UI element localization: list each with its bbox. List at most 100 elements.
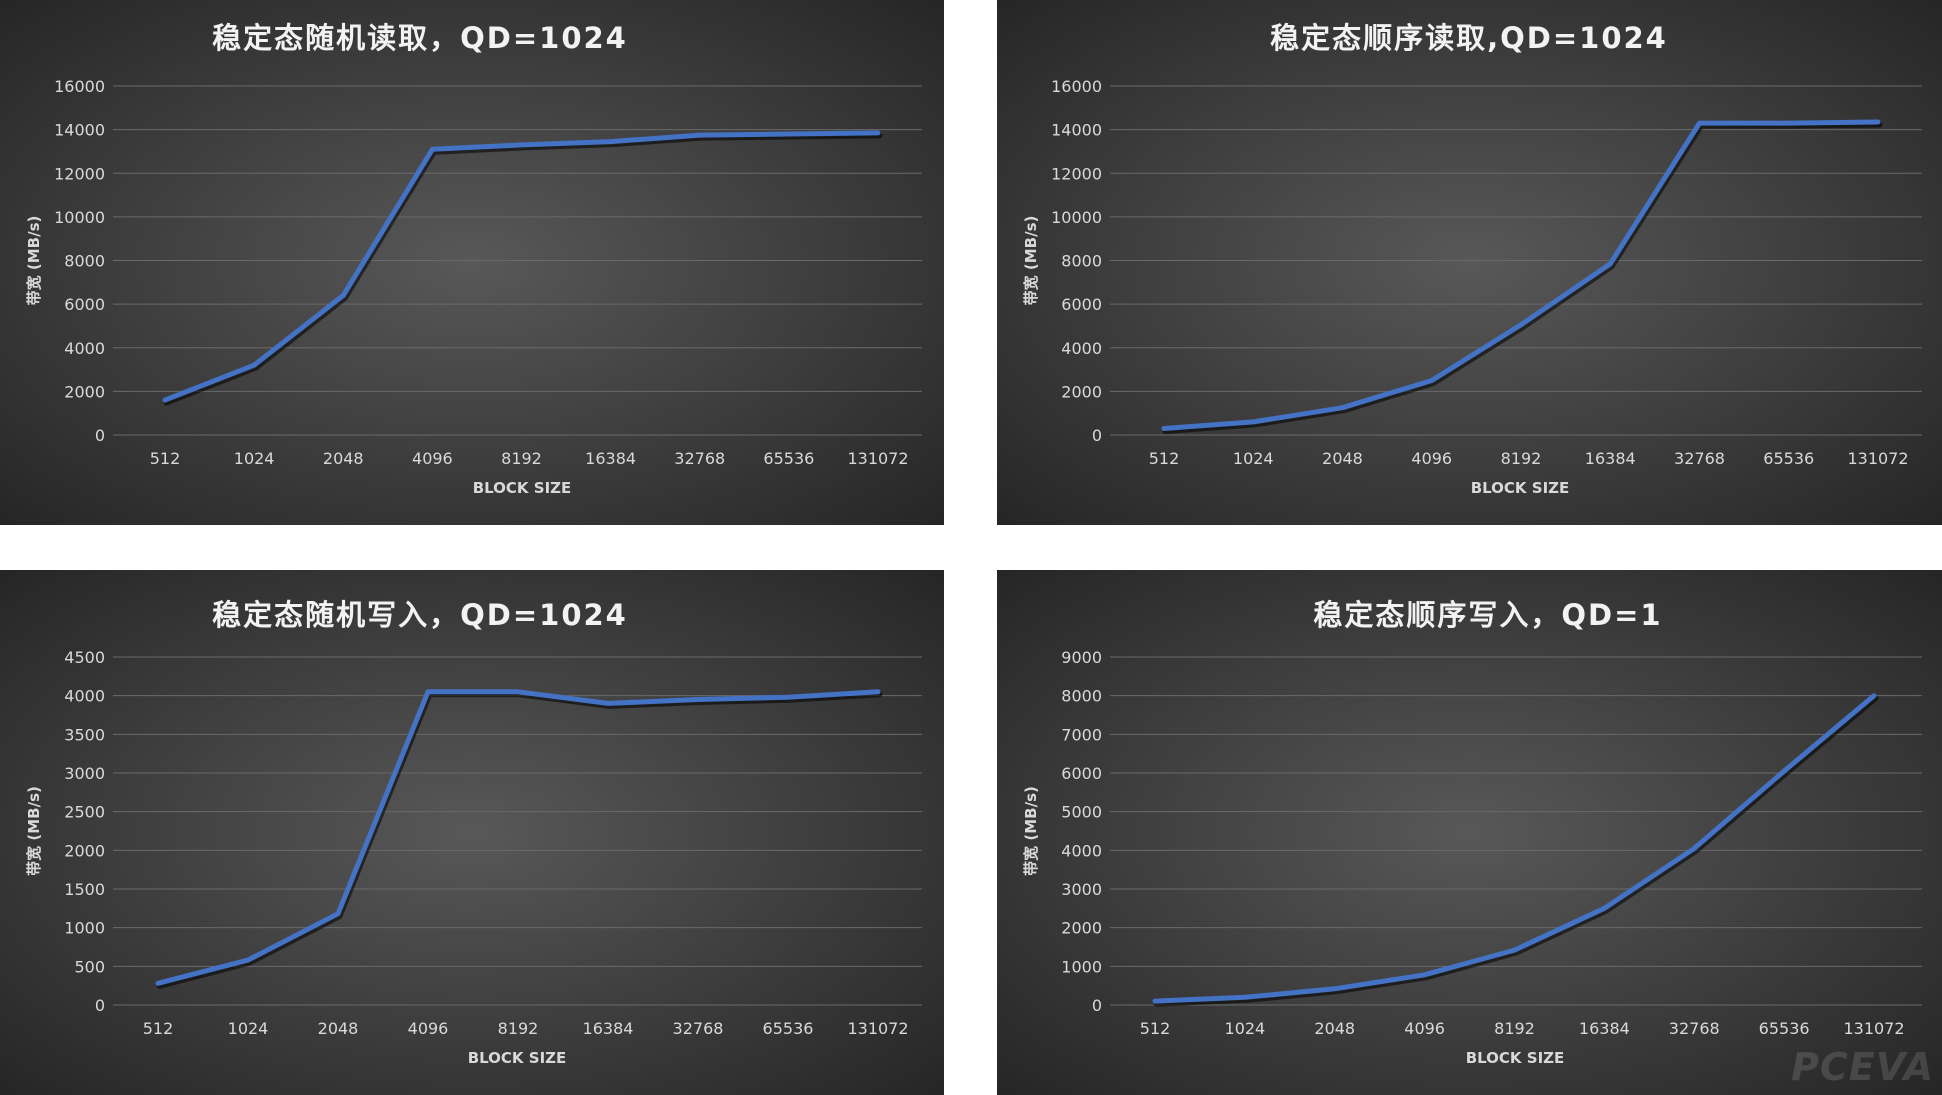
y-tick-label: 2500	[64, 803, 105, 822]
chart-background	[997, 0, 1942, 525]
y-tick-label: 10000	[54, 208, 105, 227]
y-tick-label: 16000	[54, 77, 105, 96]
chart-title: 稳定态随机写入，QD=1024	[212, 598, 628, 632]
y-tick-label: 16000	[1051, 77, 1102, 96]
x-tick-label: 32768	[674, 449, 725, 468]
x-tick-label: 65536	[763, 1019, 814, 1038]
x-tick-label: 16384	[583, 1019, 634, 1038]
y-axis-label: 带宽 (MB/s)	[1022, 786, 1040, 876]
y-tick-label: 4500	[64, 648, 105, 667]
x-tick-label: 1024	[228, 1019, 269, 1038]
y-tick-label: 2000	[1061, 382, 1102, 401]
y-tick-label: 7000	[1061, 725, 1102, 744]
x-tick-label: 8192	[1494, 1019, 1535, 1038]
y-tick-label: 4000	[64, 687, 105, 706]
x-tick-label: 2048	[323, 449, 364, 468]
y-tick-label: 2000	[1061, 919, 1102, 938]
x-tick-label: 512	[1149, 449, 1180, 468]
chart-background	[0, 0, 944, 525]
y-tick-label: 4000	[64, 339, 105, 358]
y-tick-label: 1000	[1061, 957, 1102, 976]
x-tick-label: 4096	[1411, 449, 1452, 468]
y-tick-label: 14000	[54, 121, 105, 140]
x-tick-label: 4096	[412, 449, 453, 468]
chart-background	[997, 570, 1942, 1095]
x-tick-label: 131072	[847, 449, 908, 468]
y-tick-label: 0	[95, 996, 105, 1015]
chart-svg: 稳定态顺序写入，QD=1 0 1000 2000 3000 4000 5000 6000 700…	[997, 570, 1942, 1095]
y-axis-label: 带宽 (MB/s)	[25, 216, 43, 306]
y-tick-label: 14000	[1051, 121, 1102, 140]
y-tick-label: 5000	[1061, 803, 1102, 822]
x-tick-label: 65536	[1763, 449, 1814, 468]
chart-sequential-write: 稳定态顺序写入，QD=1 0 1000 2000 3000 4000 5000 6000 700…	[997, 570, 1942, 1095]
x-axis-label: BLOCK SIZE	[473, 479, 572, 497]
y-tick-label: 3500	[64, 725, 105, 744]
chart-svg: 稳定态随机读取，QD=1024 0 2000 4000 6000 8000 10000 120…	[0, 0, 944, 525]
y-tick-label: 6000	[1061, 764, 1102, 783]
x-tick-label: 16384	[1585, 449, 1636, 468]
series-line-shadow	[1153, 695, 1879, 1007]
x-tick-label: 32768	[1669, 1019, 1720, 1038]
x-tick-label: 1024	[1233, 449, 1274, 468]
y-tick-label: 8000	[1061, 252, 1102, 271]
y-tick-label: 3000	[64, 764, 105, 783]
chart-background	[0, 570, 944, 1095]
chart-title: 稳定态随机读取，QD=1024	[212, 21, 628, 55]
x-tick-label: 8192	[1501, 449, 1542, 468]
y-tick-label: 12000	[1051, 164, 1102, 183]
x-tick-label: 16384	[1579, 1019, 1630, 1038]
x-tick-label: 131072	[1843, 1019, 1904, 1038]
y-tick-label: 1500	[64, 880, 105, 899]
x-tick-label: 2048	[1322, 449, 1363, 468]
x-tick-label: 16384	[585, 449, 636, 468]
x-tick-label: 32768	[673, 1019, 724, 1038]
watermark: PCEVA	[1791, 1045, 1934, 1089]
x-tick-label: 512	[150, 449, 181, 468]
x-tick-label: 1024	[1225, 1019, 1266, 1038]
y-tick-label: 10000	[1051, 208, 1102, 227]
x-tick-label: 65536	[1759, 1019, 1810, 1038]
x-tick-label: 65536	[763, 449, 814, 468]
chart-svg: 稳定态随机写入，QD=1024 0 500 1000 1500 2000 2500 3000 3…	[0, 570, 944, 1095]
y-tick-label: 6000	[1061, 295, 1102, 314]
x-axis-label: BLOCK SIZE	[1471, 479, 1570, 497]
y-tick-label: 9000	[1061, 648, 1102, 667]
y-tick-label: 500	[74, 957, 105, 976]
y-tick-label: 2000	[64, 841, 105, 860]
chart-svg: 稳定态顺序读取,QD=1024 0 2000 4000 6000 8000 10000 120…	[997, 0, 1942, 525]
y-tick-label: 0	[1092, 426, 1102, 445]
y-tick-label: 8000	[64, 252, 105, 271]
x-tick-label: 32768	[1674, 449, 1725, 468]
y-tick-label: 12000	[54, 164, 105, 183]
x-tick-label: 512	[143, 1019, 174, 1038]
chart-sequential-read: 稳定态顺序读取,QD=1024 0 2000 4000 6000 8000 10000 120…	[997, 0, 1942, 525]
y-tick-label: 2000	[64, 382, 105, 401]
y-tick-label: 4000	[1061, 339, 1102, 358]
y-tick-label: 6000	[64, 295, 105, 314]
series-line-shadow	[163, 132, 883, 406]
x-tick-label: 8192	[498, 1019, 539, 1038]
x-tick-label: 512	[1140, 1019, 1171, 1038]
y-axis-label: 带宽 (MB/s)	[25, 786, 43, 876]
chart-random-write: 稳定态随机写入，QD=1024 0 500 1000 1500 2000 2500 3000 3…	[0, 570, 944, 1095]
chart-title: 稳定态顺序读取,QD=1024	[1270, 21, 1668, 55]
y-tick-label: 0	[1092, 996, 1102, 1015]
y-tick-label: 1000	[64, 919, 105, 938]
x-tick-label: 4096	[1404, 1019, 1445, 1038]
y-tick-label: 3000	[1061, 880, 1102, 899]
x-tick-label: 8192	[501, 449, 542, 468]
chart-random-read: 稳定态随机读取，QD=1024 0 2000 4000 6000 8000 10000 120…	[0, 0, 944, 525]
y-tick-label: 8000	[1061, 687, 1102, 706]
x-axis-label: BLOCK SIZE	[468, 1049, 567, 1067]
y-axis-label: 带宽 (MB/s)	[1022, 216, 1040, 306]
x-tick-label: 2048	[1314, 1019, 1355, 1038]
x-tick-label: 1024	[234, 449, 275, 468]
x-tick-label: 4096	[408, 1019, 449, 1038]
x-tick-label: 131072	[847, 1019, 908, 1038]
x-axis-label: BLOCK SIZE	[1466, 1049, 1565, 1067]
y-tick-label: 4000	[1061, 841, 1102, 860]
chart-title: 稳定态顺序写入，QD=1	[1313, 598, 1662, 632]
x-tick-label: 2048	[318, 1019, 359, 1038]
x-tick-label: 131072	[1847, 449, 1908, 468]
